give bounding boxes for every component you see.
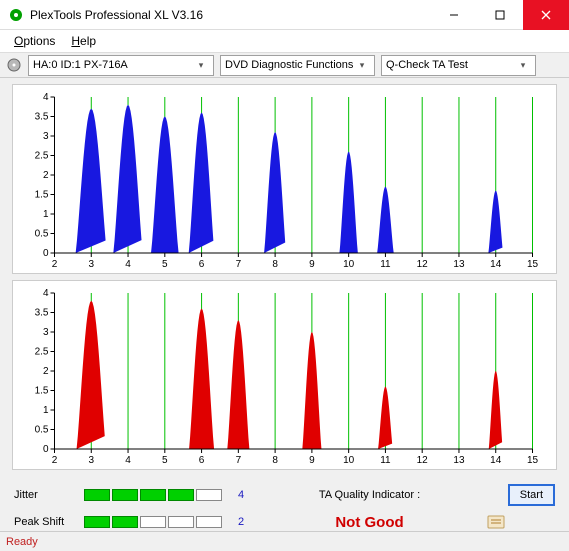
svg-text:11: 11	[380, 259, 391, 270]
svg-text:13: 13	[453, 455, 465, 466]
bar-segment	[84, 516, 110, 528]
svg-text:0: 0	[43, 444, 49, 455]
svg-text:7: 7	[236, 455, 242, 466]
svg-text:1: 1	[43, 405, 49, 416]
chevron-down-icon: ▾	[515, 60, 531, 71]
bar-segment	[196, 489, 222, 501]
chart-top: 0 0.5 1 1.5 2 2.5 3 3.5 4 2 3 4 5 6 7 8 9 10 11 12 13 14 15	[19, 91, 546, 271]
maximize-button[interactable]	[477, 0, 523, 30]
bar-segment	[112, 489, 138, 501]
ta-quality-value: Not Good	[254, 514, 485, 531]
svg-text:0.5: 0.5	[35, 229, 49, 240]
ta-quality-label: TA Quality Indicator :	[254, 489, 485, 501]
svg-text:3.5: 3.5	[35, 308, 49, 319]
svg-text:1.5: 1.5	[35, 386, 49, 397]
peakshift-bars	[84, 516, 234, 528]
bar-segment	[112, 516, 138, 528]
svg-text:14: 14	[490, 259, 502, 270]
svg-text:8: 8	[272, 259, 278, 270]
svg-text:13: 13	[453, 259, 465, 270]
svg-text:12: 12	[417, 259, 429, 270]
svg-text:5: 5	[162, 455, 168, 466]
svg-text:8: 8	[272, 455, 278, 466]
function-select-label: DVD Diagnostic Functions	[225, 59, 354, 71]
menubar: Options Help	[0, 30, 569, 52]
jitter-label: Jitter	[14, 489, 84, 501]
svg-text:1.5: 1.5	[35, 190, 49, 201]
toolbar: HA:0 ID:1 PX-716A ▾ DVD Diagnostic Funct…	[0, 52, 569, 78]
svg-text:10: 10	[343, 455, 355, 466]
bar-segment	[168, 516, 194, 528]
svg-text:9: 9	[309, 455, 315, 466]
svg-text:9: 9	[309, 259, 315, 270]
window-title: PlexTools Professional XL V3.16	[30, 8, 431, 22]
bar-segment	[140, 489, 166, 501]
svg-text:2: 2	[52, 259, 58, 270]
statusbar: Ready	[0, 531, 569, 551]
svg-text:4: 4	[43, 92, 49, 103]
chart-top-panel: 0 0.5 1 1.5 2 2.5 3 3.5 4 2 3 4 5 6 7 8 9 10 11 12 13 14 15	[12, 84, 557, 274]
svg-text:2: 2	[52, 455, 58, 466]
bar-segment	[84, 489, 110, 501]
svg-text:3: 3	[43, 327, 49, 338]
options-icon-button[interactable]	[485, 512, 507, 532]
jitter-bars	[84, 489, 234, 501]
chevron-down-icon: ▾	[193, 60, 209, 71]
svg-text:0.5: 0.5	[35, 425, 49, 436]
svg-text:3: 3	[88, 455, 94, 466]
drive-select-label: HA:0 ID:1 PX-716A	[33, 59, 193, 71]
svg-text:1: 1	[43, 209, 49, 220]
svg-text:2: 2	[43, 170, 49, 181]
svg-text:2.5: 2.5	[35, 151, 49, 162]
svg-text:10: 10	[343, 259, 355, 270]
svg-text:2: 2	[43, 366, 49, 377]
close-button[interactable]	[523, 0, 569, 30]
app-icon	[8, 7, 24, 23]
test-select-label: Q-Check TA Test	[386, 59, 515, 71]
bar-segment	[196, 516, 222, 528]
drive-icon	[6, 57, 22, 73]
bar-segment	[140, 516, 166, 528]
function-select[interactable]: DVD Diagnostic Functions ▾	[220, 55, 375, 76]
svg-text:2.5: 2.5	[35, 347, 49, 358]
svg-text:11: 11	[380, 455, 391, 466]
start-button[interactable]: Start	[508, 484, 555, 506]
svg-text:14: 14	[490, 455, 502, 466]
svg-text:6: 6	[199, 455, 205, 466]
svg-text:12: 12	[417, 455, 429, 466]
svg-text:4: 4	[125, 455, 131, 466]
svg-text:3.5: 3.5	[35, 112, 49, 123]
peakshift-label: Peak Shift	[14, 516, 84, 528]
menu-options[interactable]: Options	[6, 32, 63, 50]
bar-segment	[168, 489, 194, 501]
peakshift-value: 2	[234, 516, 254, 528]
drive-select[interactable]: HA:0 ID:1 PX-716A ▾	[28, 55, 214, 76]
svg-text:4: 4	[125, 259, 131, 270]
status-text: Ready	[6, 536, 38, 548]
test-select[interactable]: Q-Check TA Test ▾	[381, 55, 536, 76]
metrics-panel: Jitter 4 TA Quality Indicator : Start Pe…	[0, 480, 569, 536]
svg-text:7: 7	[236, 259, 242, 270]
svg-text:0: 0	[43, 248, 49, 259]
minimize-button[interactable]	[431, 0, 477, 30]
svg-text:6: 6	[199, 259, 205, 270]
jitter-value: 4	[234, 489, 254, 501]
svg-text:15: 15	[527, 455, 539, 466]
svg-text:3: 3	[88, 259, 94, 270]
titlebar: PlexTools Professional XL V3.16	[0, 0, 569, 30]
chart-bottom-panel: 0 0.5 1 1.5 2 2.5 3 3.5 4 2 3 4 5 6 7 8 9 10 11 12 13 14 15	[12, 280, 557, 470]
chart-bottom: 0 0.5 1 1.5 2 2.5 3 3.5 4 2 3 4 5 6 7 8 9 10 11 12 13 14 15	[19, 287, 546, 467]
svg-text:4: 4	[43, 288, 49, 299]
chevron-down-icon: ▾	[354, 60, 370, 71]
svg-text:3: 3	[43, 131, 49, 142]
svg-text:5: 5	[162, 259, 168, 270]
svg-text:15: 15	[527, 259, 539, 270]
menu-help[interactable]: Help	[63, 32, 104, 50]
